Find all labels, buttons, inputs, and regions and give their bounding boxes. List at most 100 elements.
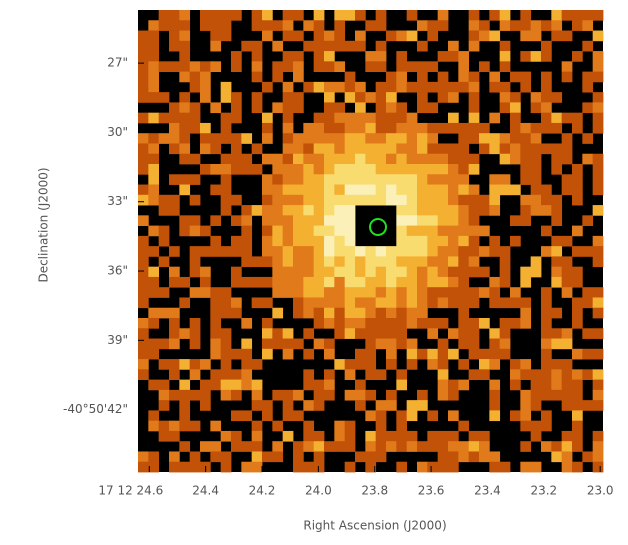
image-pixel <box>375 287 387 298</box>
image-pixel <box>272 307 284 319</box>
image-pixel <box>572 410 583 422</box>
image-pixel <box>282 194 294 206</box>
image-pixel <box>210 61 222 72</box>
image-pixel <box>303 205 315 216</box>
image-pixel <box>282 51 294 62</box>
image-pixel <box>468 246 480 257</box>
image-pixel <box>220 112 232 124</box>
image-pixel <box>324 153 335 165</box>
image-pixel <box>179 328 191 339</box>
image-pixel <box>365 143 377 155</box>
image-pixel <box>406 441 418 452</box>
image-pixel <box>313 441 325 452</box>
image-pixel <box>541 246 552 257</box>
image-pixel <box>530 164 542 175</box>
image-pixel <box>468 297 480 309</box>
image-pixel <box>396 51 408 62</box>
image-pixel <box>468 112 480 124</box>
image-pixel <box>448 430 459 442</box>
image-pixel <box>355 389 366 401</box>
image-pixel <box>148 20 160 31</box>
image-pixel <box>396 215 408 226</box>
image-pixel <box>386 266 397 278</box>
image-pixel <box>210 348 222 360</box>
image-pixel <box>417 174 428 185</box>
image-pixel <box>437 174 449 185</box>
image-pixel <box>334 133 346 144</box>
image-pixel <box>303 122 315 134</box>
image-pixel <box>158 420 170 432</box>
image-pixel <box>468 92 480 103</box>
image-pixel <box>489 338 501 350</box>
image-pixel <box>303 287 315 298</box>
image-pixel <box>231 379 242 391</box>
image-pixel <box>220 430 232 442</box>
image-pixel <box>592 164 604 175</box>
image-pixel <box>148 30 160 42</box>
image-pixel <box>200 20 211 31</box>
image-pixel <box>572 184 583 196</box>
x-axis-label: Right Ascension (J2000) <box>303 519 446 533</box>
image-pixel <box>262 20 273 31</box>
image-pixel <box>375 400 387 411</box>
image-pixel <box>468 184 480 196</box>
image-pixel <box>200 71 211 83</box>
image-pixel <box>200 276 211 288</box>
image-pixel <box>148 174 160 185</box>
image-pixel <box>355 400 366 411</box>
image-pixel <box>210 328 222 339</box>
image-pixel <box>489 184 501 196</box>
image-pixel <box>427 410 439 422</box>
image-pixel <box>220 307 232 319</box>
image-pixel <box>169 205 180 216</box>
image-pixel <box>561 389 573 401</box>
image-pixel <box>530 430 542 442</box>
image-pixel <box>189 61 201 72</box>
image-pixel <box>303 461 315 473</box>
image-pixel <box>582 369 594 380</box>
image-pixel <box>262 215 273 226</box>
image-pixel <box>148 451 160 463</box>
image-pixel <box>169 359 180 370</box>
image-pixel <box>520 410 532 422</box>
image-pixel <box>313 297 325 309</box>
image-pixel <box>241 369 253 380</box>
image-pixel <box>355 153 366 165</box>
image-pixel <box>324 348 335 360</box>
image-pixel <box>406 194 418 206</box>
image-pixel <box>468 102 480 114</box>
image-pixel <box>138 369 149 380</box>
image-pixel <box>272 441 284 452</box>
image-pixel <box>241 441 253 452</box>
image-pixel <box>592 174 604 185</box>
image-pixel <box>272 235 284 247</box>
image-pixel <box>561 430 573 442</box>
image-pixel <box>427 348 439 360</box>
image-pixel <box>200 225 211 237</box>
image-pixel <box>458 205 470 216</box>
image-pixel <box>200 389 211 401</box>
image-pixel <box>458 379 470 391</box>
image-pixel <box>241 276 253 288</box>
image-pixel <box>272 328 284 339</box>
image-pixel <box>313 235 325 247</box>
image-pixel <box>489 389 501 401</box>
image-pixel <box>169 369 180 380</box>
image-pixel <box>541 205 552 216</box>
image-pixel <box>561 71 573 83</box>
image-pixel <box>303 256 315 268</box>
image-pixel <box>427 215 439 226</box>
image-pixel <box>344 164 356 175</box>
image-pixel <box>365 389 377 401</box>
image-pixel <box>158 61 170 72</box>
image-pixel <box>365 297 377 309</box>
image-pixel <box>324 184 335 196</box>
image-pixel <box>313 400 325 411</box>
image-pixel <box>489 276 501 288</box>
image-pixel <box>355 102 366 114</box>
image-pixel <box>220 153 232 165</box>
image-pixel <box>561 30 573 42</box>
image-pixel <box>241 133 253 144</box>
image-pixel <box>293 246 304 257</box>
image-pixel <box>344 205 356 216</box>
